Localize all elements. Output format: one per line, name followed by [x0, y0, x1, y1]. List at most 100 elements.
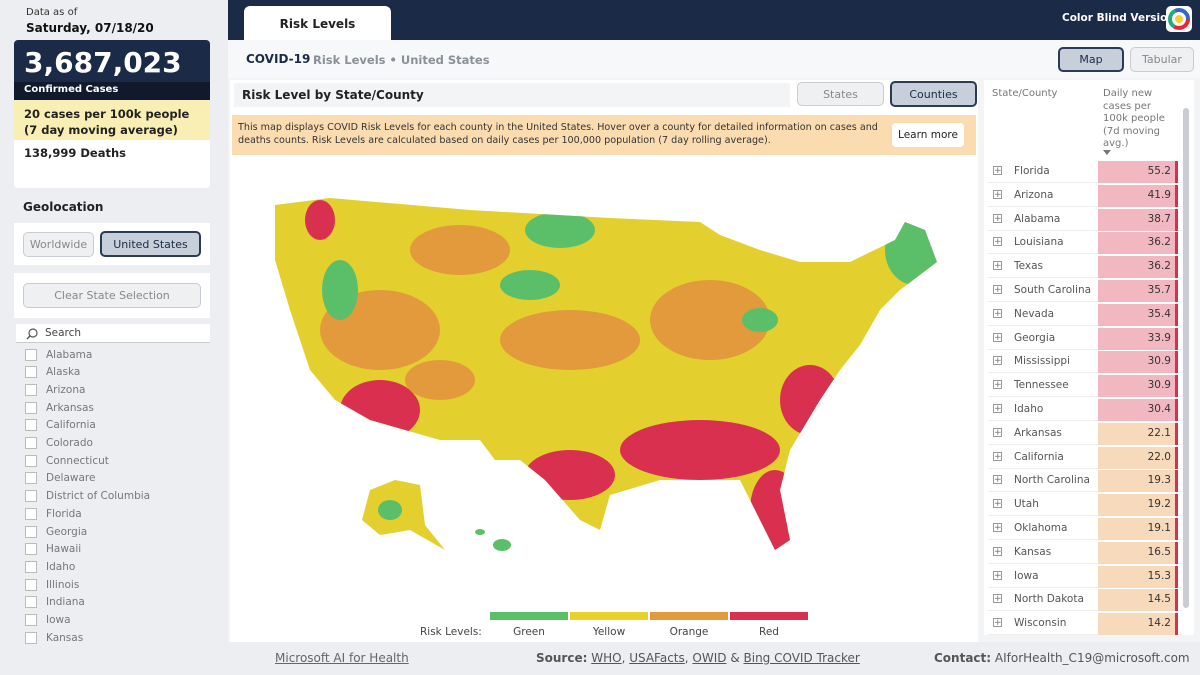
state-item[interactable]: Alaska	[25, 365, 80, 380]
source-link[interactable]: Bing COVID Tracker	[743, 651, 860, 665]
checkbox[interactable]	[25, 525, 37, 538]
checkbox[interactable]	[25, 596, 37, 609]
checkbox[interactable]	[25, 578, 37, 591]
contact-email[interactable]: AIforHealth_C19@microsoft.com	[994, 651, 1190, 665]
checkbox[interactable]	[25, 543, 37, 556]
checkbox[interactable]	[25, 614, 37, 626]
state-item[interactable]: Idaho	[25, 559, 75, 574]
table-row[interactable]: + Texas 36.2	[988, 256, 1182, 279]
state-item[interactable]: Delaware	[25, 471, 95, 486]
expand-icon[interactable]: +	[993, 213, 1002, 224]
checkbox[interactable]	[25, 472, 37, 485]
state-item[interactable]: Alabama	[25, 347, 92, 362]
state-item[interactable]: Iowa	[25, 613, 71, 628]
view-button[interactable]: Tabular	[1130, 47, 1194, 72]
source-link[interactable]: USAFacts	[629, 651, 685, 665]
table-row[interactable]: + Georgia 33.9	[988, 327, 1182, 350]
table-row[interactable]: + Arizona 41.9	[988, 184, 1182, 207]
state-item[interactable]: Arkansas	[25, 400, 94, 415]
source-link[interactable]: OWID	[692, 651, 727, 665]
table-row[interactable]: + Kansas 16.5	[988, 541, 1182, 564]
view-button[interactable]: Map	[1058, 47, 1124, 72]
checkbox[interactable]	[25, 490, 37, 503]
row-name: North Carolina	[1014, 474, 1090, 487]
expand-icon[interactable]: +	[993, 618, 1002, 629]
source-link[interactable]: WHO	[591, 651, 622, 665]
table-row[interactable]: + Mississippi 30.9	[988, 351, 1182, 374]
expand-icon[interactable]: +	[993, 166, 1002, 176]
state-item[interactable]: Kansas	[25, 630, 83, 645]
table-row[interactable]: + Tennessee 30.9	[988, 375, 1182, 398]
clear-button[interactable]: Clear State Selection	[23, 283, 201, 308]
state-item[interactable]: District of Columbia	[25, 489, 150, 504]
row-value: 38.7	[1098, 208, 1178, 231]
table-row[interactable]: + Oklahoma 19.1	[988, 518, 1182, 540]
expand-icon[interactable]: +	[993, 594, 1002, 605]
org-link[interactable]: Microsoft AI for Health	[275, 651, 409, 665]
expand-icon[interactable]: +	[993, 237, 1002, 248]
expand-icon[interactable]: +	[993, 404, 1002, 414]
row-value: 36.2	[1098, 232, 1178, 255]
tab[interactable]: Risk Levels	[244, 6, 391, 42]
checkbox[interactable]	[25, 454, 37, 467]
color-blind-label[interactable]: Color Blind Version	[1062, 12, 1175, 24]
toggle-button[interactable]: States	[797, 82, 884, 106]
table-row[interactable]: + South Carolina 35.7	[988, 280, 1182, 302]
state-item[interactable]: Colorado	[25, 436, 93, 451]
table-row[interactable]: + Wisconsin 14.2	[988, 613, 1182, 636]
expand-icon[interactable]: +	[993, 475, 1002, 486]
expand-icon[interactable]: +	[993, 523, 1002, 533]
expand-icon[interactable]: +	[993, 189, 1002, 200]
row-value: 16.5	[1098, 541, 1178, 564]
table-row[interactable]: + California 22.0	[988, 446, 1182, 469]
table-row[interactable]: + Iowa 15.3	[988, 565, 1182, 588]
color-blind-icon[interactable]	[1166, 6, 1192, 32]
row-name: Louisiana	[1014, 236, 1064, 249]
checkbox[interactable]	[25, 507, 37, 520]
checkbox[interactable]	[25, 560, 37, 573]
state-item[interactable]: Arizona	[25, 382, 85, 397]
checkbox[interactable]	[25, 437, 37, 449]
table-row[interactable]: + Alabama 38.7	[988, 208, 1182, 231]
state-item[interactable]: Illinois	[25, 577, 79, 592]
expand-icon[interactable]: +	[993, 499, 1002, 510]
expand-icon[interactable]: +	[993, 427, 1002, 438]
state-item[interactable]: Georgia	[25, 524, 87, 539]
toggle-button[interactable]: Counties	[890, 81, 977, 107]
state-item[interactable]: Hawaii	[25, 542, 81, 557]
expand-icon[interactable]: +	[993, 261, 1002, 272]
checkbox[interactable]	[25, 383, 37, 396]
checkbox[interactable]	[25, 631, 37, 644]
scrollbar[interactable]	[1183, 108, 1189, 608]
checkbox[interactable]	[25, 348, 37, 361]
expand-icon[interactable]: +	[993, 356, 1002, 367]
expand-icon[interactable]: +	[993, 546, 1002, 557]
geo-button[interactable]: United States	[100, 231, 201, 257]
table-row[interactable]: + Arkansas 22.1	[988, 422, 1182, 445]
table-row[interactable]: + North Dakota 14.5	[988, 589, 1182, 612]
table-row[interactable]: + Louisiana 36.2	[988, 232, 1182, 255]
table-row[interactable]: + Nevada 35.4	[988, 303, 1182, 326]
table-row[interactable]: + Florida 55.2	[988, 161, 1182, 183]
table-row[interactable]: + North Carolina 19.3	[988, 470, 1182, 493]
state-item[interactable]: Indiana	[25, 595, 85, 610]
checkbox[interactable]	[25, 401, 37, 414]
state-item[interactable]: California	[25, 418, 96, 433]
expand-icon[interactable]: +	[993, 380, 1002, 391]
table-row[interactable]: + Idaho 30.4	[988, 399, 1182, 421]
expand-icon[interactable]: +	[993, 308, 1002, 319]
geo-button[interactable]: Worldwide	[23, 232, 94, 257]
checkbox[interactable]	[25, 419, 37, 432]
expand-icon[interactable]: +	[993, 451, 1002, 462]
checkbox[interactable]	[25, 366, 37, 379]
row-value: 15.3	[1098, 565, 1178, 588]
learn-more[interactable]: Learn more	[892, 123, 964, 147]
alaska-region	[378, 500, 402, 520]
state-item[interactable]: Connecticut	[25, 453, 109, 468]
table-row[interactable]: + Utah 19.2	[988, 494, 1182, 517]
expand-icon[interactable]: +	[993, 570, 1002, 581]
expand-icon[interactable]: +	[993, 285, 1002, 295]
expand-icon[interactable]: +	[993, 332, 1002, 343]
state-item[interactable]: Florida	[25, 506, 82, 521]
search-box[interactable]: Search	[16, 324, 210, 343]
